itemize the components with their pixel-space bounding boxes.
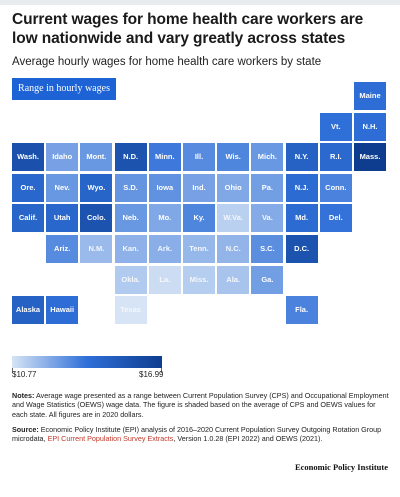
top-divider [0, 0, 400, 5]
state-tile-mo[interactable]: Mo. [148, 204, 181, 233]
state-tile-n-c[interactable]: N.C. [217, 235, 250, 263]
state-tile-neb[interactable]: Neb. [114, 204, 147, 233]
state-tile-wash[interactable]: Wash. [12, 143, 44, 172]
state-tile-tenn[interactable]: Tenn. [183, 235, 215, 263]
source-body-1: Economic Policy Institute (EPI) analysis… [12, 425, 382, 444]
state-tile-fla[interactable]: Fla. [285, 296, 318, 325]
state-tile-ala[interactable]: Ala. [217, 265, 250, 294]
source-link[interactable]: EPI Current Population Survey Extracts [47, 434, 174, 444]
state-tile-ore[interactable]: Ore. [12, 173, 44, 202]
notes-text: Notes: Average wage presented as a range… [12, 391, 390, 419]
chart-subtitle: Average hourly wages for home health car… [12, 56, 322, 68]
state-tile-nev[interactable]: Nev. [46, 173, 79, 202]
state-tile-r-i[interactable]: R.I. [319, 143, 352, 172]
legend-color-scale [12, 356, 162, 368]
notes-body: Average wage presented as a range betwee… [12, 391, 389, 419]
state-tile-texas[interactable]: Texas [114, 296, 147, 325]
state-tile-pa[interactable]: Pa. [251, 173, 284, 202]
state-tile-ariz[interactable]: Ariz. [46, 235, 79, 263]
state-tile-del[interactable]: Del. [319, 204, 352, 233]
state-tile-mich[interactable]: Mich. [251, 143, 284, 172]
state-tile-ill[interactable]: Ill. [183, 143, 215, 172]
state-tile-utah[interactable]: Utah [46, 204, 79, 233]
range-in-hourly-wages-button[interactable]: Range in hourly wages [12, 78, 116, 100]
state-tile-ind[interactable]: Ind. [183, 173, 215, 202]
state-tile-miss[interactable]: Miss. [183, 265, 215, 294]
state-tile-minn[interactable]: Minn. [148, 143, 181, 172]
source-body-2: , Version 1.0.28 (EPI 2022) and OEWS (20… [173, 434, 323, 444]
state-tile-wyo[interactable]: Wyo. [80, 173, 113, 202]
state-tile-alaska[interactable]: Alaska [12, 296, 44, 325]
state-tile-n-y[interactable]: N.Y. [285, 143, 318, 172]
state-tile-n-d[interactable]: N.D. [114, 143, 147, 172]
state-tile-calif[interactable]: Calif. [12, 204, 44, 233]
state-tile-hawaii[interactable]: Hawaii [46, 296, 79, 325]
source-label: Source: [12, 425, 39, 434]
source-text: Source: Economic Policy Institute (EPI) … [12, 425, 390, 444]
state-tile-mont[interactable]: Mont. [80, 143, 113, 172]
state-tile-ohio[interactable]: Ohio [217, 173, 250, 202]
state-tile-n-m[interactable]: N.M. [80, 235, 113, 263]
state-tile-ark[interactable]: Ark. [148, 235, 181, 263]
legend-ticks [12, 368, 162, 373]
notes-label: Notes: [12, 391, 35, 400]
state-tile-mass[interactable]: Mass. [354, 143, 386, 172]
state-tile-wis[interactable]: Wis. [217, 143, 250, 172]
state-tile-w-va[interactable]: W.Va. [217, 204, 250, 233]
state-tile-colo[interactable]: Colo. [80, 204, 113, 233]
state-tile-ky[interactable]: Ky. [183, 204, 215, 233]
state-tile-n-j[interactable]: N.J. [285, 173, 318, 202]
state-tile-la[interactable]: La. [148, 265, 181, 294]
state-tile-ga[interactable]: Ga. [251, 265, 284, 294]
state-tile-n-h[interactable]: N.H. [354, 112, 386, 141]
state-tile-okla[interactable]: Okla. [114, 265, 147, 294]
state-tile-maine[interactable]: Maine [354, 82, 386, 110]
state-tile-s-c[interactable]: S.C. [251, 235, 284, 263]
state-tile-kan[interactable]: Kan. [114, 235, 147, 263]
legend-max-label: $16.99 [139, 370, 164, 379]
state-tile-va[interactable]: Va. [251, 204, 284, 233]
state-tile-idaho[interactable]: Idaho [46, 143, 79, 172]
state-tile-s-d[interactable]: S.D. [114, 173, 147, 202]
brand-logo-text: Economic Policy Institute [294, 462, 388, 472]
state-tile-md[interactable]: Md. [285, 204, 318, 233]
state-tile-conn[interactable]: Conn. [319, 173, 352, 202]
state-tile-iowa[interactable]: Iowa [148, 173, 181, 202]
state-tile-vt[interactable]: Vt. [319, 112, 352, 141]
legend-min-label: $10.77 [12, 370, 37, 379]
state-tile-d-c[interactable]: D.C. [285, 235, 318, 263]
chart-title: Current wages for home health care worke… [12, 11, 364, 47]
